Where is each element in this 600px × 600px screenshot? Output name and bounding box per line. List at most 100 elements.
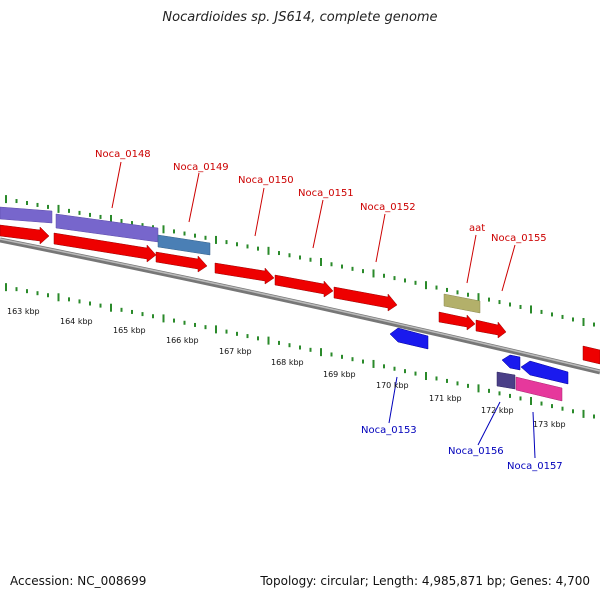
gene-label-noca-0156[interactable]: Noca_0156 (448, 446, 504, 457)
minor-tick-mark (383, 364, 385, 369)
minor-tick-mark (414, 371, 417, 376)
bottom-tick-track (5, 283, 595, 419)
minor-tick-mark (99, 214, 102, 219)
minor-tick-mark (36, 202, 39, 207)
gene-arrow-red-5[interactable] (274, 274, 334, 298)
minor-tick-mark (288, 343, 291, 348)
minor-tick-mark (194, 322, 196, 327)
gene-label-noca-0149[interactable]: Noca_0149 (173, 162, 229, 173)
major-tick-mark (477, 384, 480, 393)
minor-tick-mark (561, 314, 564, 319)
gene-label-noca-0148[interactable]: Noca_0148 (95, 149, 151, 160)
gene-arrow-red-9[interactable] (582, 345, 600, 365)
feature-dark-purple[interactable] (496, 371, 516, 390)
minor-tick-mark (183, 231, 186, 236)
minor-tick-mark (15, 199, 18, 204)
minor-tick-mark (36, 291, 39, 296)
bottom-leader-lines (388, 376, 536, 459)
leader-line-noca-0150 (254, 187, 265, 237)
gene-arrow-red-1[interactable] (0, 224, 50, 245)
minor-tick-mark (236, 331, 238, 336)
minor-tick-mark (89, 301, 91, 306)
accession-text: Accession: NC_008699 (10, 574, 147, 588)
major-tick-mark (5, 283, 7, 292)
gene-arrow-blue-1[interactable] (389, 327, 429, 350)
feature-purple-1[interactable] (0, 206, 53, 224)
major-tick-mark (162, 225, 165, 234)
gene-arrow-blue-2[interactable] (501, 354, 521, 371)
minor-tick-mark (78, 299, 81, 304)
minor-tick-mark (593, 414, 595, 419)
major-tick-mark (372, 269, 375, 278)
minor-tick-mark (89, 212, 91, 217)
major-tick-mark (477, 293, 480, 302)
map-title: Nocardioides sp. JS614, complete genome (162, 10, 438, 25)
minor-tick-mark (404, 278, 406, 283)
gene-arrow-red-6[interactable] (333, 286, 398, 312)
minor-tick-mark (404, 369, 406, 374)
minor-tick-mark (351, 266, 354, 271)
minor-tick-mark (120, 219, 123, 224)
major-tick-mark (582, 317, 585, 326)
gene-arrow-red-7[interactable] (438, 311, 476, 331)
top-leader-lines (111, 161, 516, 292)
leader-line-noca-0153 (388, 376, 398, 424)
gene-label-noca-0150[interactable]: Noca_0150 (238, 175, 294, 186)
minor-tick-mark (561, 406, 564, 411)
minor-tick-mark (519, 396, 522, 401)
kbp-label: 167 kbp (219, 347, 252, 356)
minor-tick-mark (393, 276, 396, 281)
minor-tick-mark (278, 340, 280, 345)
gene-label-noca-0151[interactable]: Noca_0151 (298, 188, 354, 199)
leader-line-noca-0152 (375, 213, 386, 263)
gene-label-noca-0153[interactable]: Noca_0153 (361, 425, 417, 436)
minor-tick-mark (519, 304, 522, 309)
kbp-label: 168 kbp (271, 358, 304, 367)
major-tick-mark (110, 214, 112, 223)
gene-arrow-red-2[interactable] (53, 232, 157, 263)
minor-tick-mark (288, 253, 291, 258)
minor-tick-mark (278, 251, 280, 256)
leader-line-noca-0149 (188, 172, 200, 223)
gene-arrow-red-8[interactable] (475, 319, 507, 339)
feature-pink[interactable] (515, 376, 563, 402)
major-tick-mark (425, 372, 427, 381)
minor-tick-mark (204, 325, 207, 330)
minor-tick-mark (257, 336, 259, 341)
gene-arrow-blue-3[interactable] (520, 360, 569, 385)
minor-tick-mark (246, 244, 249, 249)
kbp-label: 166 kbp (166, 336, 199, 345)
minor-tick-mark (446, 378, 448, 383)
kbp-label: 173 kbp (533, 420, 566, 429)
minor-tick-mark (173, 229, 175, 234)
minor-tick-mark (246, 334, 249, 339)
feature-olive[interactable] (443, 293, 481, 314)
major-tick-mark (530, 396, 532, 405)
minor-tick-mark (78, 210, 81, 215)
minor-tick-mark (540, 309, 543, 314)
gene-label-noca-0155[interactable]: Noca_0155 (491, 233, 547, 244)
minor-tick-mark (299, 255, 301, 260)
minor-tick-mark (47, 204, 49, 209)
leader-line-noca-0155 (501, 244, 516, 292)
minor-tick-mark (551, 404, 553, 409)
feature-steelblue[interactable] (157, 234, 211, 256)
gene-label-noca-0152[interactable]: Noca_0152 (360, 202, 416, 213)
gene-arrow-red-3[interactable] (155, 251, 208, 273)
genome-backbone-highlight (0, 238, 600, 372)
gene-arrow-red-4[interactable] (214, 262, 275, 285)
gene-label-aat[interactable]: aat (469, 223, 485, 234)
minor-tick-mark (236, 242, 238, 247)
leader-line-noca-0156 (477, 401, 501, 446)
gene-label-noca-0157[interactable]: Noca_0157 (507, 461, 563, 472)
minor-tick-mark (183, 320, 186, 325)
minor-tick-mark (572, 409, 574, 414)
minor-tick-mark (456, 381, 459, 386)
minor-tick-mark (488, 388, 490, 393)
minor-tick-mark (498, 300, 501, 305)
genome-summary-text: Topology: circular; Length: 4,985,871 bp… (260, 574, 590, 588)
minor-tick-mark (330, 262, 333, 267)
leader-line-noca-0151 (312, 199, 324, 249)
major-tick-mark (215, 235, 217, 244)
